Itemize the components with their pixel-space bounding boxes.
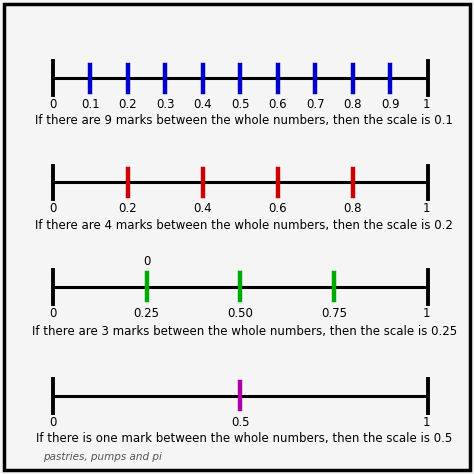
Text: 0: 0 xyxy=(143,255,150,268)
Text: 0: 0 xyxy=(49,202,56,215)
Text: 0.6: 0.6 xyxy=(269,98,287,111)
Text: 0.1: 0.1 xyxy=(81,98,100,111)
Text: 0.2: 0.2 xyxy=(118,98,137,111)
Text: 1: 1 xyxy=(422,416,429,428)
Text: 0.7: 0.7 xyxy=(306,98,325,111)
Text: 0.2: 0.2 xyxy=(118,202,137,215)
Text: 0.3: 0.3 xyxy=(156,98,174,111)
Text: 1: 1 xyxy=(422,307,429,319)
Text: 0.4: 0.4 xyxy=(193,202,212,215)
Text: 0.50: 0.50 xyxy=(228,307,253,319)
Text: If there are 3 marks between the whole numbers, then the scale is 0.25: If there are 3 marks between the whole n… xyxy=(32,325,456,338)
Text: 1: 1 xyxy=(422,202,429,215)
Text: 0.75: 0.75 xyxy=(321,307,347,319)
Text: 0: 0 xyxy=(49,416,56,428)
Text: If there is one mark between the whole numbers, then the scale is 0.5: If there is one mark between the whole n… xyxy=(36,432,452,445)
Text: 0.6: 0.6 xyxy=(269,202,287,215)
Text: pastries, pumps and pi: pastries, pumps and pi xyxy=(43,452,162,462)
Text: 0.8: 0.8 xyxy=(344,202,362,215)
Text: 0.25: 0.25 xyxy=(134,307,160,319)
Text: 0.5: 0.5 xyxy=(231,98,250,111)
Text: 0.5: 0.5 xyxy=(231,416,250,428)
Text: If there are 9 marks between the whole numbers, then the scale is 0.1: If there are 9 marks between the whole n… xyxy=(35,114,453,128)
Text: If there are 4 marks between the whole numbers, then the scale is 0.2: If there are 4 marks between the whole n… xyxy=(35,219,453,232)
Text: 0: 0 xyxy=(49,98,56,111)
Text: 1: 1 xyxy=(422,98,429,111)
Text: 0.9: 0.9 xyxy=(381,98,400,111)
Text: 0.8: 0.8 xyxy=(344,98,362,111)
Text: 0.4: 0.4 xyxy=(193,98,212,111)
Text: 0: 0 xyxy=(49,307,56,319)
